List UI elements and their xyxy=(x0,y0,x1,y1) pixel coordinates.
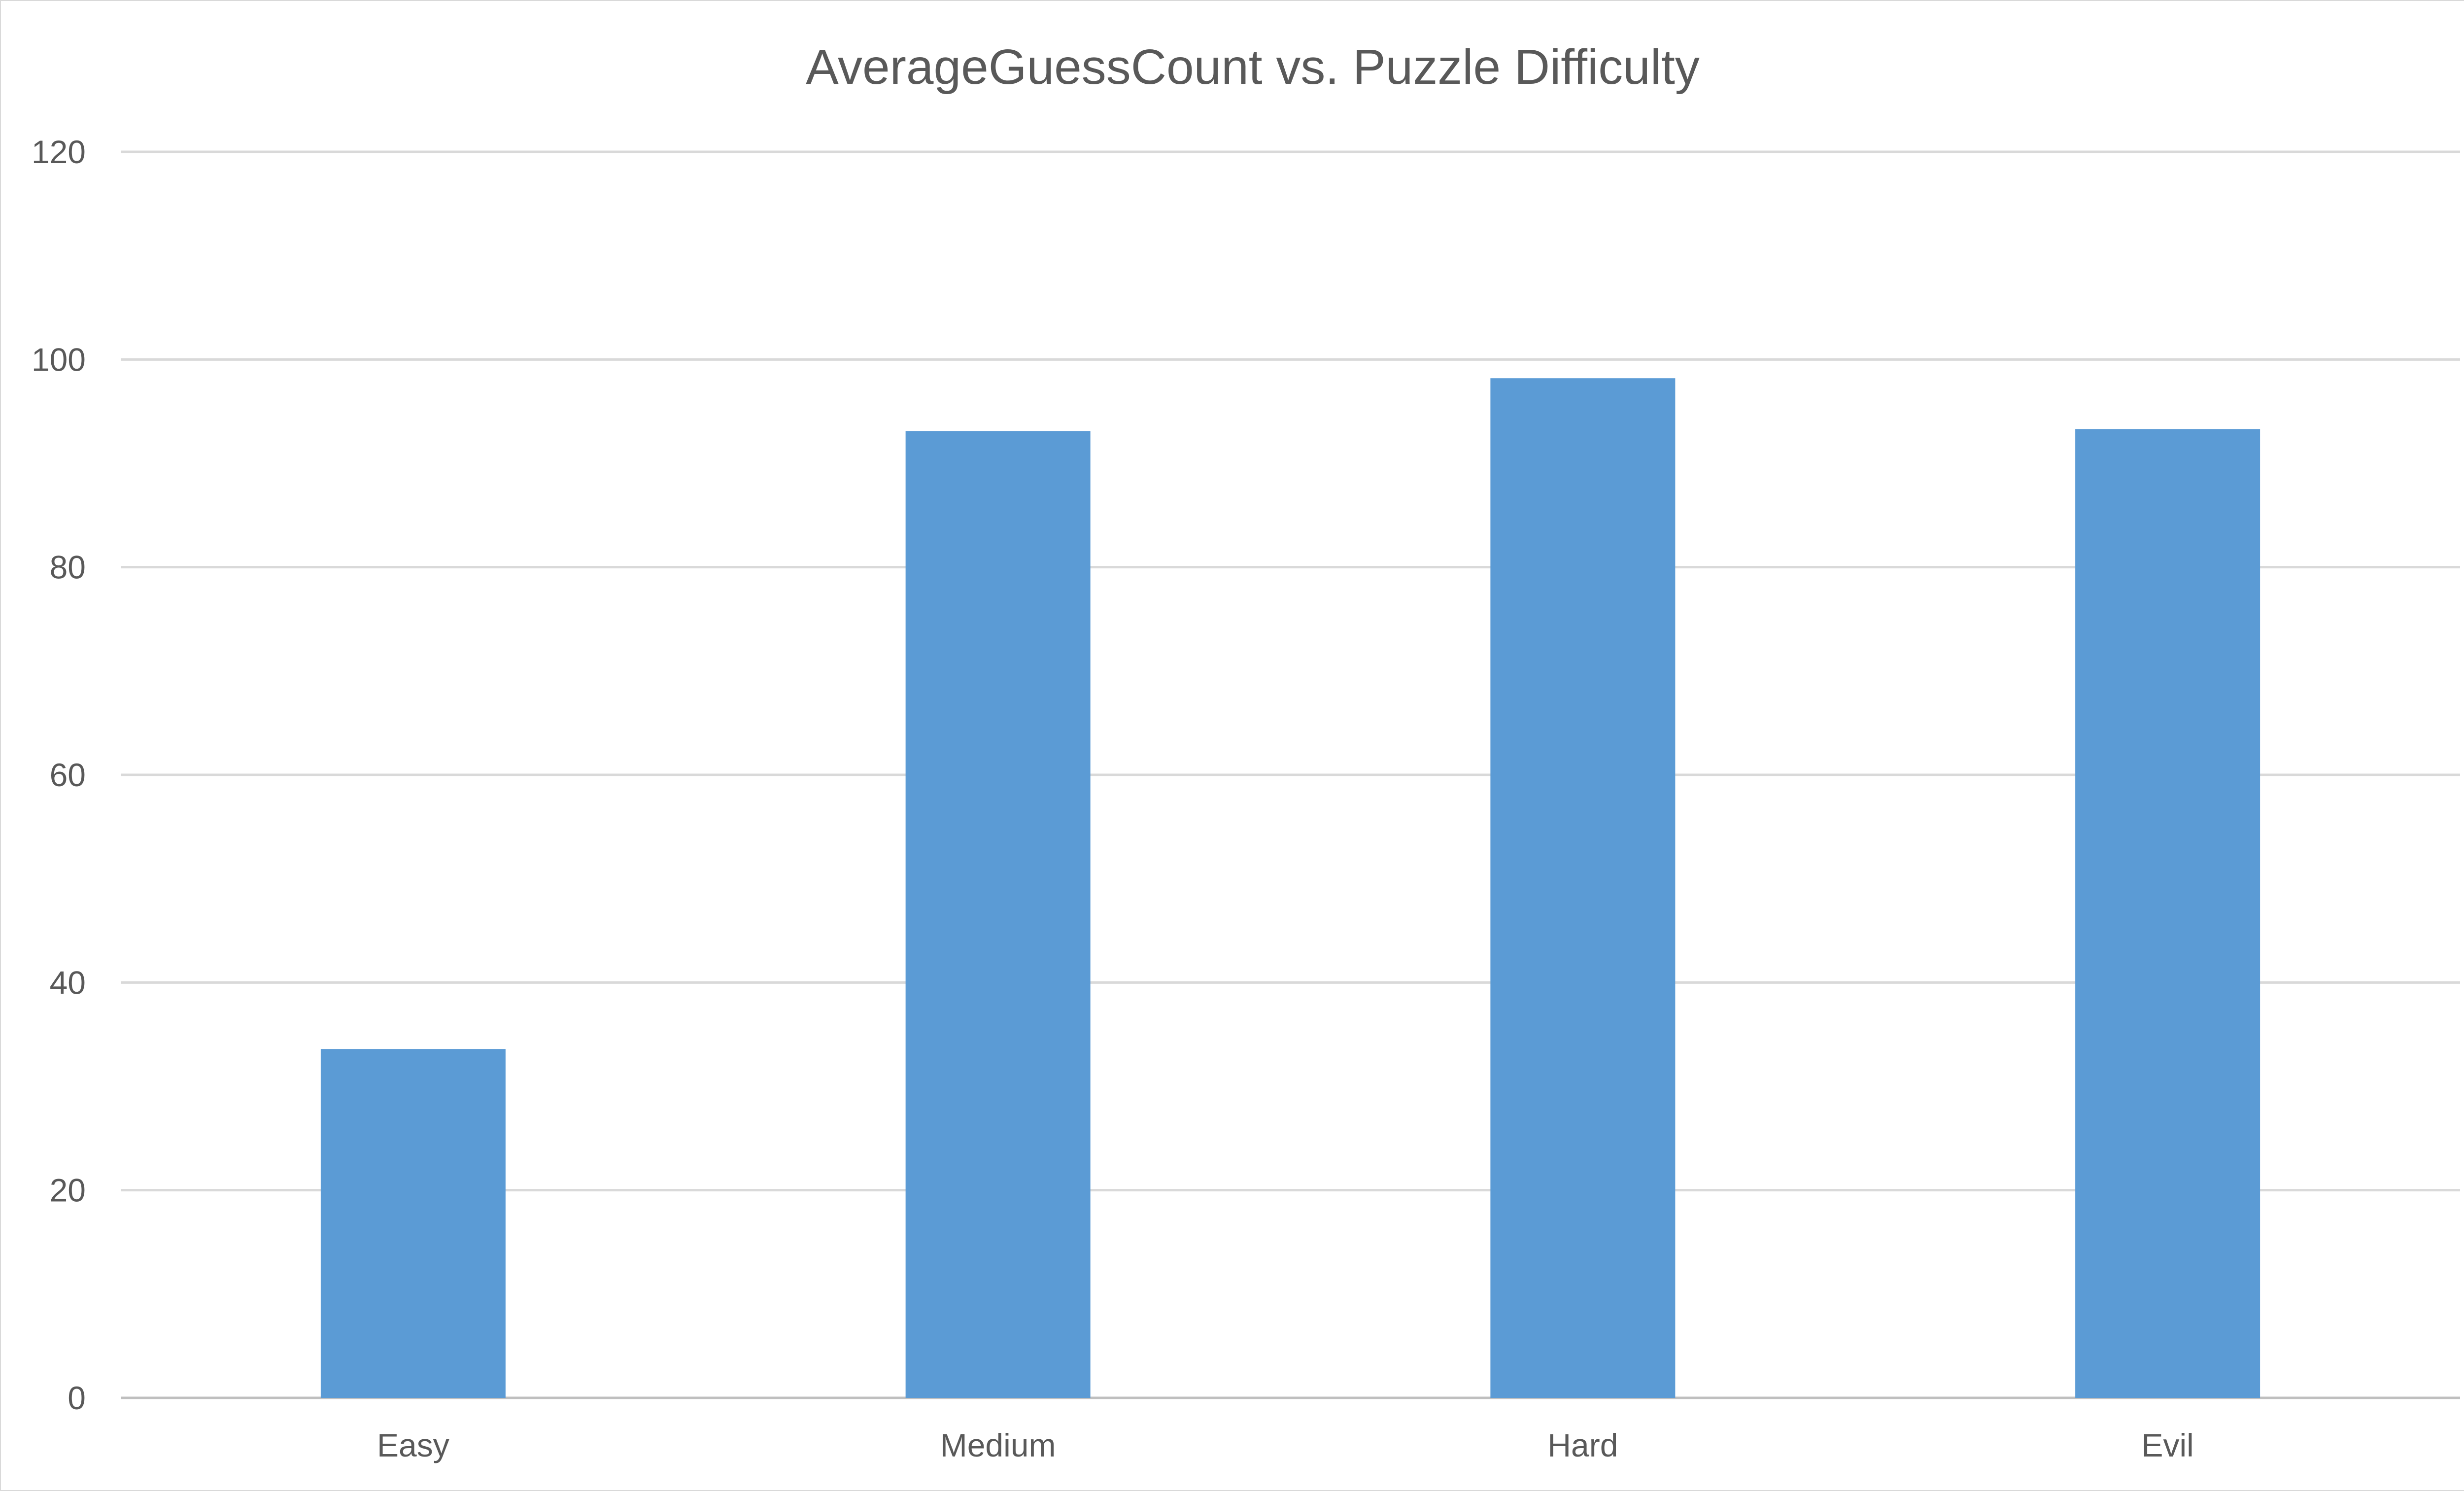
y-tick-label: 40 xyxy=(50,964,86,1001)
y-tick-label: 60 xyxy=(50,757,86,793)
gridlines xyxy=(121,150,2460,1399)
x-tick-label-evil: Evil xyxy=(2141,1427,2193,1463)
bar-medium xyxy=(905,431,1091,1398)
x-tick-label-easy: Easy xyxy=(377,1427,449,1463)
x-tick-label-hard: Hard xyxy=(1547,1427,1618,1463)
y-tick-label: 20 xyxy=(50,1172,86,1209)
y-axis-tick-labels: 0 20 40 60 80 100 120 xyxy=(32,134,86,1416)
x-axis-tick-labels: Easy Medium Hard Evil xyxy=(377,1427,2194,1463)
chart-title: AverageGuessCount vs. Puzzle Difficulty xyxy=(806,39,1700,95)
bars xyxy=(320,378,2260,1398)
bar-easy xyxy=(320,1049,506,1398)
bar-evil xyxy=(2075,429,2260,1398)
y-tick-label: 80 xyxy=(50,549,86,586)
bar-hard xyxy=(1490,378,1676,1398)
y-tick-label: 0 xyxy=(68,1380,86,1416)
y-tick-label: 120 xyxy=(32,134,86,170)
y-tick-label: 100 xyxy=(32,341,86,378)
x-tick-label-medium: Medium xyxy=(940,1427,1056,1463)
